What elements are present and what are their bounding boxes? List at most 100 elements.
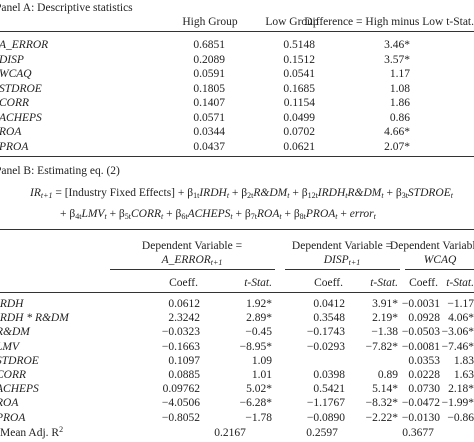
cell: 0.86 — [389, 111, 410, 124]
subheader: t-Stat. — [244, 277, 272, 289]
cell: −3.06* — [441, 326, 474, 339]
subheader: t-Stat. — [370, 277, 398, 289]
equation-line: IRt+1 = [Industry Fixed Effects] + β1tIR… — [30, 186, 453, 200]
term: LMV — [81, 208, 105, 220]
cell: 2.3242 — [168, 312, 200, 325]
row-label: STDROE — [0, 82, 42, 95]
term: + β — [383, 187, 402, 199]
cell: 0.1154 — [283, 97, 315, 109]
row-label: ACHEPS — [0, 111, 42, 124]
column-header: Difference = High minus Low t-Stat. — [304, 16, 474, 28]
term: IRDH — [199, 187, 227, 199]
subheader: Coeff. — [169, 277, 198, 289]
rule — [0, 229, 474, 230]
cell: 0.1805 — [193, 82, 225, 95]
subscript: t — [381, 191, 384, 200]
cell: −2.22* — [365, 411, 398, 424]
rule — [405, 269, 474, 270]
cell: 0.6851 — [193, 39, 225, 51]
cell: 1.17 — [389, 68, 410, 80]
superscript: 2 — [59, 425, 64, 434]
term: PROA — [305, 208, 336, 220]
subscript: 4t — [75, 212, 82, 221]
cell: −1.38 — [371, 326, 398, 339]
cell: −0.45 — [245, 326, 272, 339]
row-label: A_ERROR — [0, 39, 49, 51]
subscript: 5t — [124, 212, 132, 221]
row-label: WCAQ — [0, 68, 32, 80]
cell: 0.5148 — [283, 39, 315, 51]
subscript: 7t — [250, 212, 257, 221]
cell: 0.89 — [377, 369, 398, 381]
dependent-label: Dependent Variable = — [389, 240, 474, 252]
term: + β — [106, 208, 125, 220]
panel-title: Panel A: Descriptive statistics — [0, 2, 133, 14]
cell: −0.0472 — [401, 397, 440, 410]
cell: 0.0702 — [283, 126, 315, 138]
row-label: Mean Adj. R2 — [0, 426, 63, 440]
subscript: t — [373, 212, 376, 221]
cell: 0.0571 — [193, 111, 225, 124]
dependent-variable: WCAQ — [370, 253, 474, 267]
cell: 2.07* — [384, 140, 410, 153]
cell: −0.0293 — [306, 340, 345, 353]
cell: 0.0730 — [408, 383, 440, 396]
term: IR — [30, 187, 41, 199]
subscript: t — [230, 212, 233, 221]
cell: −0.0323 — [161, 326, 200, 339]
cell: −1.1767 — [306, 397, 345, 410]
cell: 1.08 — [389, 82, 410, 95]
row-label: PROA — [0, 411, 26, 424]
row-label: LMV — [0, 340, 19, 353]
cell: 0.0621 — [283, 140, 315, 153]
cell: 0.1407 — [193, 97, 225, 109]
row-label: CORR — [0, 369, 27, 381]
cell: 0.2597 — [306, 427, 338, 439]
subscript: t — [226, 191, 230, 200]
cell: 0.2167 — [214, 427, 246, 439]
cell: 4.06* — [448, 312, 474, 325]
subscript: t — [161, 212, 164, 221]
cell: 0.0612 — [168, 298, 200, 310]
row-label: IRDH * R&DM — [0, 312, 69, 325]
term: + β — [229, 187, 248, 199]
cell: 0.1512 — [283, 53, 315, 66]
rule — [0, 156, 474, 157]
term: + β — [60, 208, 76, 220]
cell: 4.66* — [384, 126, 410, 138]
subscript: 12t — [307, 191, 318, 200]
cell: 1.01 — [251, 369, 272, 381]
label: Mean Adj. R — [0, 427, 60, 439]
cell: −7.82* — [365, 340, 398, 353]
cell: −0.1743 — [306, 326, 345, 339]
subscript: t — [279, 212, 282, 221]
term: DISP — [323, 254, 349, 266]
subscript: 1t — [193, 191, 200, 200]
term: + β — [163, 208, 182, 220]
cell: 3.46* — [384, 39, 410, 51]
term: STDROE — [407, 187, 451, 199]
dependent-label: Dependent Variable = — [141, 240, 243, 252]
cell: 1.09 — [251, 354, 272, 367]
dependent-variable: A_ERRORt+1 — [122, 253, 262, 267]
term: IRDH — [317, 187, 346, 199]
row-label: IRDH — [0, 298, 24, 310]
cell: −1.78 — [245, 411, 272, 424]
cell: 1.63 — [453, 369, 474, 381]
subscript: t — [345, 191, 348, 200]
cell: 0.3677 — [402, 427, 434, 439]
term: ACHEPS — [187, 208, 231, 220]
subscript: t+1 — [210, 258, 223, 267]
rule — [0, 31, 474, 32]
cell: −7.46* — [441, 340, 474, 353]
cell: 0.3548 — [313, 312, 345, 325]
equation-line: + β4tLMVt + β5tCORRt + β6tACHEPSt + β7tR… — [60, 207, 376, 221]
cell: −1.99* — [441, 397, 474, 410]
term: + β — [281, 208, 300, 220]
cell: 0.0228 — [408, 369, 440, 381]
cell: 0.0885 — [168, 369, 200, 381]
cell: 0.0398 — [313, 369, 345, 381]
row-label: DISP — [0, 53, 24, 66]
row-label: PROA — [0, 140, 29, 153]
